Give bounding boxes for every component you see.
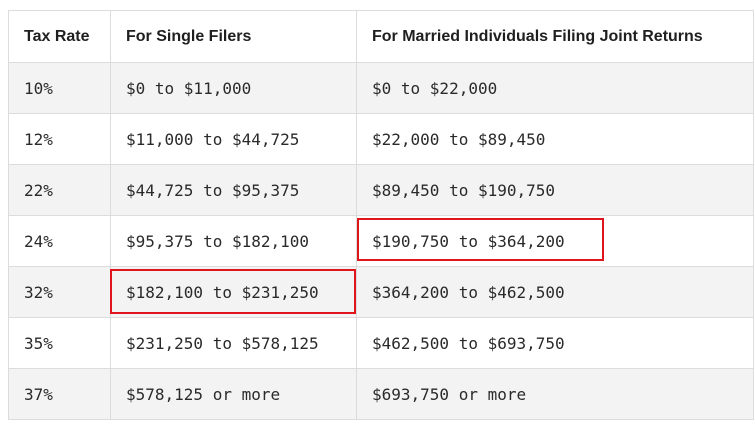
header-row: Tax Rate For Single Filers For Married I… (8, 10, 754, 63)
married-range-cell: $89,450 to $190,750 (356, 164, 754, 216)
tax-rate-cell: 24% (8, 215, 111, 267)
single-range-cell: $44,725 to $95,375 (110, 164, 357, 216)
table-row: 10% $0 to $11,000 $0 to $22,000 (8, 62, 754, 114)
table-row: 32% $182,100 to $231,250 $364,200 to $46… (8, 266, 754, 318)
table-row: 35% $231,250 to $578,125 $462,500 to $69… (8, 317, 754, 369)
married-range-cell: $190,750 to $364,200 (356, 215, 754, 267)
header-single-filers: For Single Filers (110, 10, 357, 63)
header-tax-rate: Tax Rate (8, 10, 111, 63)
single-range-cell: $11,000 to $44,725 (110, 113, 357, 165)
tax-bracket-table: Tax Rate For Single Filers For Married I… (8, 10, 754, 420)
tax-rate-cell: 10% (8, 62, 111, 114)
tax-rate-cell: 32% (8, 266, 111, 318)
single-range-cell: $0 to $11,000 (110, 62, 357, 114)
married-range-cell: $462,500 to $693,750 (356, 317, 754, 369)
married-range-cell: $693,750 or more (356, 368, 754, 420)
table-row: 24% $95,375 to $182,100 $190,750 to $364… (8, 215, 754, 267)
table-body: 10% $0 to $11,000 $0 to $22,000 12% $11,… (8, 62, 754, 420)
married-range-cell: $364,200 to $462,500 (356, 266, 754, 318)
single-range-cell: $95,375 to $182,100 (110, 215, 357, 267)
tax-rate-cell: 22% (8, 164, 111, 216)
tax-rate-cell: 37% (8, 368, 111, 420)
table-row: 22% $44,725 to $95,375 $89,450 to $190,7… (8, 164, 754, 216)
header-married-joint: For Married Individuals Filing Joint Ret… (356, 10, 754, 63)
table-row: 12% $11,000 to $44,725 $22,000 to $89,45… (8, 113, 754, 165)
tax-rate-cell: 12% (8, 113, 111, 165)
married-range-cell: $0 to $22,000 (356, 62, 754, 114)
single-range-cell: $182,100 to $231,250 (110, 266, 357, 318)
table-header: Tax Rate For Single Filers For Married I… (8, 10, 754, 63)
single-range-cell: $578,125 or more (110, 368, 357, 420)
tax-rate-cell: 35% (8, 317, 111, 369)
table-row: 37% $578,125 or more $693,750 or more (8, 368, 754, 420)
married-range-cell: $22,000 to $89,450 (356, 113, 754, 165)
single-range-cell: $231,250 to $578,125 (110, 317, 357, 369)
